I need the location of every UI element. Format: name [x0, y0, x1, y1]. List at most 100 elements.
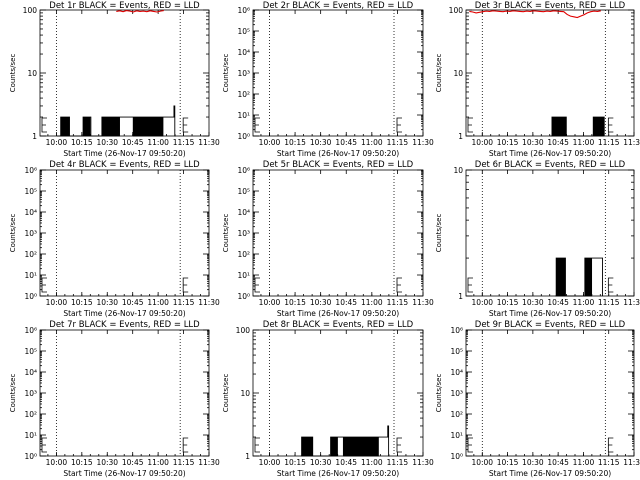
x-tick-label: 10:00: [46, 138, 68, 147]
x-tick-label: 10:15: [284, 138, 306, 147]
plot-frame: [465, 169, 635, 297]
plot-frame: [252, 9, 424, 137]
events-series-line: [555, 257, 603, 297]
y-tick-label: 1: [458, 292, 463, 301]
panel-title: Det 7r BLACK = Events, RED = LLD: [49, 320, 200, 330]
x-tick-label: 10:00: [471, 298, 493, 307]
y-tick-label: 10⁴: [450, 368, 463, 377]
y-tick-label: 10¹: [237, 271, 250, 280]
y-tick-label: 10⁵: [450, 347, 463, 356]
x-tick-label: 11:30: [623, 458, 640, 467]
x-tick-label: 10:45: [335, 298, 357, 307]
x-tick-label: 10:30: [522, 458, 544, 467]
range-bracket-marker: [41, 277, 47, 293]
y-tick-label: 10⁰: [24, 452, 37, 461]
x-tick-label: 10:30: [310, 298, 332, 307]
x-tick-label: 10:00: [471, 138, 493, 147]
y-tick-label: 10⁵: [237, 187, 250, 196]
x-axis-label: Start Time (26-Nov-17 09:50:20): [63, 149, 185, 158]
y-tick-label: 10¹: [24, 431, 37, 440]
range-bracket-marker: [396, 117, 403, 133]
panel-title: Det 6r BLACK = Events, RED = LLD: [475, 160, 626, 170]
y-axis-label: Counts/sec: [435, 374, 443, 413]
x-tick-label: 11:15: [173, 138, 195, 147]
events-series-line: [56, 105, 176, 137]
x-tick-label: 11:00: [573, 298, 595, 307]
panel-title: Det 3r BLACK = Events, RED = LLD: [475, 1, 626, 11]
x-tick-label: 10:45: [122, 458, 144, 467]
x-tick-label: 10:30: [310, 458, 332, 467]
range-bracket-marker: [607, 117, 614, 133]
plot-frame: [465, 9, 635, 137]
x-axis-label: Start Time (26-Nov-17 09:50:20): [277, 309, 399, 318]
y-tick-label: 10⁴: [237, 208, 250, 217]
panel-title: Det 1r BLACK = Events, RED = LLD: [49, 1, 200, 11]
panel-det-9: Det 9r BLACK = Events, RED = LLD 10:00 10:…: [435, 320, 640, 478]
y-tick-label: 10²: [24, 250, 37, 259]
x-tick-label: 10:45: [335, 458, 357, 467]
x-tick-label: 11:30: [412, 298, 434, 307]
y-tick-label: 1: [32, 132, 37, 141]
x-tick-label: 10:15: [497, 138, 519, 147]
y-axis-label: Counts/sec: [435, 54, 443, 93]
y-tick-label: 10⁴: [24, 208, 37, 217]
range-bracket-marker: [396, 437, 403, 453]
x-tick-label: 11:00: [573, 458, 595, 467]
range-bracket-marker: [182, 277, 189, 293]
panel-det-3: Det 3r BLACK = Events, RED = LLD 10:00 10:…: [435, 1, 640, 158]
range-bracket-marker: [607, 277, 614, 293]
y-tick-label: 10³: [237, 229, 250, 238]
y-tick-label: 10⁶: [450, 326, 463, 335]
x-tick-label: 11:00: [361, 298, 383, 307]
range-bracket-marker: [41, 437, 47, 453]
range-bracket-marker: [254, 117, 260, 133]
x-tick-label: 11:30: [623, 138, 640, 147]
y-tick-label: 100: [449, 6, 464, 15]
x-tick-label: 10:15: [71, 298, 93, 307]
plot-frame: [39, 169, 210, 297]
y-tick-label: 10⁰: [24, 292, 37, 301]
x-tick-label: 11:00: [361, 458, 383, 467]
y-tick-label: 10⁵: [24, 187, 37, 196]
x-tick-label: 11:30: [412, 458, 434, 467]
panel-title: Det 9r BLACK = Events, RED = LLD: [475, 320, 626, 330]
x-tick-label: 11:30: [198, 138, 220, 147]
x-tick-label: 10:45: [335, 138, 357, 147]
x-tick-label: 11:15: [387, 458, 409, 467]
plot-frame: [465, 329, 635, 457]
y-tick-label: 10⁴: [24, 368, 37, 377]
y-axis-label: Counts/sec: [222, 214, 230, 253]
x-tick-label: 10:00: [259, 138, 281, 147]
x-tick-label: 11:00: [361, 138, 383, 147]
y-tick-label: 10⁰: [237, 292, 250, 301]
x-tick-label: 11:30: [198, 458, 220, 467]
plot-frame: [39, 329, 210, 457]
x-tick-label: 10:15: [284, 298, 306, 307]
x-tick-label: 10:15: [71, 458, 93, 467]
y-axis-label: Counts/sec: [222, 374, 230, 413]
y-tick-label: 10²: [24, 410, 37, 419]
x-tick-label: 11:00: [147, 138, 169, 147]
panel-det-6: Det 6r BLACK = Events, RED = LLD 10:00 10:…: [435, 160, 640, 318]
x-tick-label: 11:00: [147, 458, 169, 467]
y-tick-label: 1: [245, 452, 250, 461]
x-axis-label: Start Time (26-Nov-17 09:50:20): [489, 469, 611, 478]
x-tick-label: 10:30: [522, 298, 544, 307]
x-tick-label: 10:00: [259, 298, 281, 307]
x-tick-label: 11:30: [412, 138, 434, 147]
panel-title: Det 2r BLACK = Events, RED = LLD: [263, 1, 414, 11]
x-tick-label: 10:15: [497, 458, 519, 467]
x-axis-label: Start Time (26-Nov-17 09:50:20): [489, 149, 611, 158]
y-tick-label: 10: [453, 166, 463, 175]
x-tick-label: 11:15: [387, 298, 409, 307]
lld-series-line: [116, 9, 164, 13]
y-tick-label: 100: [23, 6, 38, 15]
x-tick-label: 11:15: [173, 298, 195, 307]
y-tick-label: 10: [453, 69, 463, 78]
y-axis-label: Counts/sec: [222, 54, 230, 93]
